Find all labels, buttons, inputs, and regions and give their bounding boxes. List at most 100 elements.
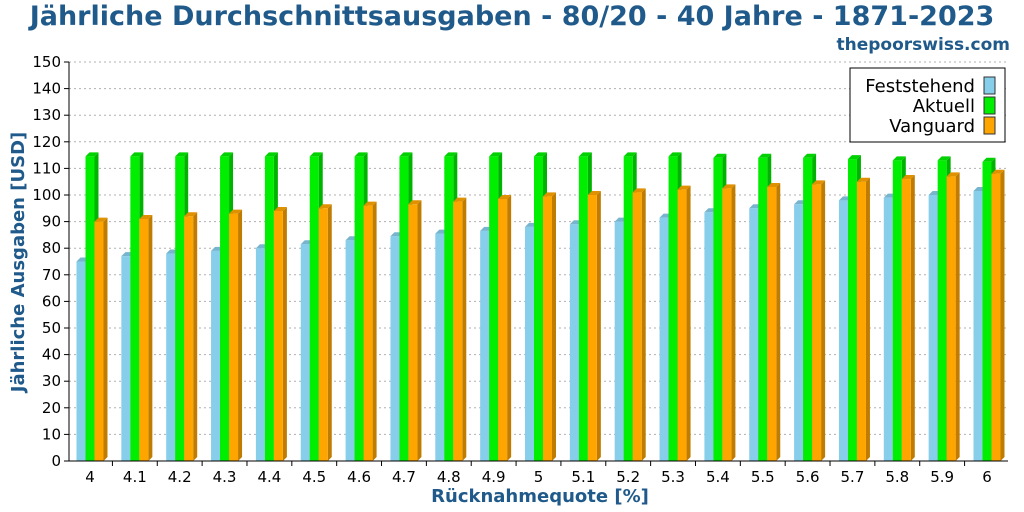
bar-side: [955, 172, 960, 461]
bar-top: [713, 153, 727, 158]
bar-front: [838, 200, 848, 461]
bar-front: [982, 161, 992, 461]
bar-front: [354, 156, 364, 461]
y-tick-label: 20: [42, 399, 61, 417]
bar-top: [175, 152, 189, 157]
bar-top: [847, 155, 861, 160]
bar-side: [372, 201, 377, 461]
bar-top: [543, 192, 556, 197]
bar-front: [435, 233, 445, 461]
bar-side: [462, 197, 467, 461]
bar-top: [892, 156, 906, 161]
bar-vanguard-5.5: [767, 183, 781, 461]
axes: [68, 62, 1008, 462]
bar-front: [991, 173, 1001, 461]
bar-vanguard-4.9: [498, 194, 512, 462]
bar-side: [821, 180, 826, 462]
bar-front: [345, 240, 355, 461]
x-axis-title: Rücknahmequote [%]: [431, 486, 649, 507]
legend-swatch: [983, 76, 996, 95]
bar-front: [659, 217, 669, 461]
bar-top: [489, 152, 503, 157]
bar-front: [677, 189, 687, 461]
bar-vanguard-5.7: [856, 177, 870, 461]
bar-front: [139, 218, 149, 461]
bar-top: [264, 152, 278, 157]
brand-link[interactable]: thepoorswiss.com: [836, 35, 1011, 55]
x-tick-label: 5.9: [930, 468, 954, 486]
bars: [76, 152, 1005, 462]
bar-front: [309, 156, 319, 461]
bar-vanguard-6: [991, 169, 1005, 461]
bar-top: [139, 214, 153, 219]
bar-vanguard-5.3: [677, 185, 691, 461]
bar-vanguard-5.2: [632, 188, 646, 461]
x-tick-label: 4.3: [213, 468, 237, 486]
bar-front: [812, 184, 822, 462]
bar-top: [363, 201, 377, 206]
bar-top: [229, 209, 243, 214]
x-tick-label: 4: [85, 468, 95, 486]
bar-top: [668, 152, 682, 157]
bar-vanguard-4.3: [229, 209, 243, 461]
y-tick-label: 80: [42, 239, 61, 257]
bar-side: [282, 206, 287, 461]
bar-top: [623, 152, 637, 157]
bar-top: [309, 152, 323, 157]
bar-vanguard-4.7: [408, 200, 422, 461]
x-tick-label: 5.5: [751, 468, 775, 486]
bar-top: [856, 177, 870, 182]
bar-side: [552, 192, 556, 461]
bar-front: [883, 197, 893, 461]
bar-top: [803, 153, 817, 158]
bar-front: [722, 188, 732, 461]
x-tick-label: 5: [534, 468, 544, 486]
bar-vanguard-5.1: [587, 191, 601, 461]
x-tick-label: 4.1: [123, 468, 147, 486]
bar-vanguard-4.5: [318, 204, 332, 462]
bar-vanguard-5.9: [946, 172, 960, 461]
x-tick-label: 4.5: [302, 468, 326, 486]
bar-front: [85, 156, 95, 461]
bar-front: [928, 195, 938, 461]
bar-vanguard-5.6: [812, 180, 826, 462]
x-tick-label: 5.6: [796, 468, 820, 486]
bar-front: [399, 156, 409, 461]
bar-front: [892, 160, 902, 462]
bar-front: [273, 210, 283, 461]
legend-swatch: [983, 116, 996, 135]
y-tick-label: 90: [42, 213, 61, 231]
y-tick-label: 140: [32, 80, 61, 98]
bar-side: [910, 175, 915, 462]
bar-front: [749, 208, 759, 461]
legend-item: Feststehend: [865, 76, 996, 97]
bar-top: [318, 204, 332, 209]
bar-front: [713, 157, 723, 461]
legend-swatch: [983, 96, 996, 115]
bar-vanguard-5: [543, 192, 556, 461]
x-tick-label: 4.6: [347, 468, 371, 486]
bar-front: [318, 208, 328, 461]
bar-side: [507, 194, 512, 462]
legend-label: Feststehend: [865, 76, 975, 97]
bar-side: [596, 191, 601, 461]
y-tick-label: 100: [32, 186, 61, 204]
bar-top: [722, 184, 736, 189]
bar-top: [399, 152, 413, 157]
y-tick-label: 50: [42, 319, 61, 337]
x-tick-label: 5.2: [616, 468, 640, 486]
bar-front: [704, 212, 714, 461]
bar-front: [525, 226, 534, 461]
y-tick-label: 0: [51, 452, 61, 470]
bar-front: [614, 221, 624, 461]
bar-top: [767, 183, 781, 188]
bar-side: [103, 217, 108, 461]
bar-front: [937, 160, 947, 462]
y-tick-label: 60: [42, 292, 61, 310]
legend-item: Aktuell: [913, 96, 996, 117]
bar-front: [489, 156, 499, 461]
bar-vanguard-4.6: [363, 201, 377, 461]
bar-top: [632, 188, 646, 193]
bar-top: [587, 191, 601, 195]
bar-front: [794, 204, 804, 461]
